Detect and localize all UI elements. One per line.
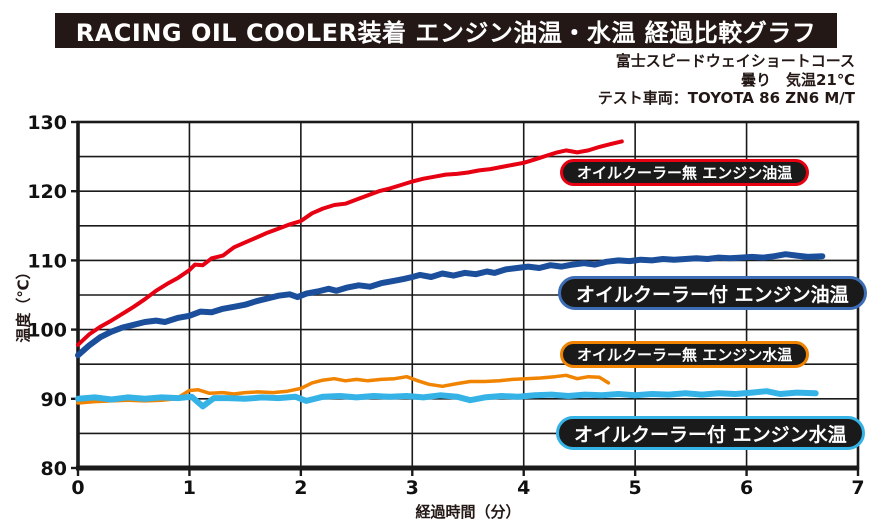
- series-line-no-cooler-oil-temp: [76, 139, 624, 347]
- x-tick-label: 4: [517, 477, 530, 499]
- page-title: RACING OIL COOLER装着 エンジン油温・水温 経過比較グラフ: [55, 13, 837, 48]
- y-axis-title: 温度（℃）: [14, 264, 33, 343]
- callout-no-cooler-water-temp-label: オイルクーラー無 エンジン水温: [577, 346, 793, 364]
- callout-no-cooler-oil-temp: オイルクーラー無 エンジン油温: [560, 159, 810, 186]
- y-tick-label: 130: [27, 112, 67, 134]
- y-tick-label: 110: [27, 250, 67, 272]
- test-condition-weather: 曇り 気温21℃: [740, 70, 855, 89]
- callout-no-cooler-water-temp: オイルクーラー無 エンジン水温: [560, 341, 810, 368]
- y-tick-label: 80: [41, 458, 67, 480]
- x-tick-label: 0: [71, 477, 84, 499]
- x-tick-label: 2: [294, 477, 307, 499]
- x-tick-label: 6: [740, 477, 753, 499]
- y-tick-label: 100: [27, 320, 67, 342]
- callout-no-cooler-oil-temp-label: オイルクーラー無 エンジン油温: [577, 164, 793, 182]
- series-line-with-cooler-water-temp: [75, 388, 819, 410]
- callout-with-cooler-water-temp: オイルクーラー付 エンジン水温: [556, 416, 865, 450]
- callout-with-cooler-water-temp-label: オイルクーラー付 エンジン水温: [574, 423, 847, 446]
- test-conditions: 富士スピードウェイショートコース 曇り 気温21℃ テスト車両：TOYOTA 8…: [598, 52, 855, 108]
- x-tick-label: 5: [629, 477, 642, 499]
- x-tick-label: 3: [406, 477, 419, 499]
- callout-with-cooler-oil-temp: オイルクーラー付 エンジン油温: [558, 276, 867, 310]
- test-condition-location: 富士スピードウェイショートコース: [615, 52, 855, 70]
- callout-with-cooler-oil-temp-label: オイルクーラー付 エンジン油温: [576, 283, 849, 306]
- series-line-no-cooler-water-temp: [76, 373, 611, 405]
- y-tick-label: 120: [27, 181, 67, 203]
- test-condition-vehicle: テスト車両：TOYOTA 86 ZN6 M/T: [597, 89, 855, 107]
- series-line-with-cooler-oil-temp: [75, 251, 826, 359]
- x-tick-label: 7: [851, 477, 864, 499]
- x-axis-title: 経過時間（分）: [415, 503, 521, 521]
- page-title-text: RACING OIL COOLER装着 エンジン油温・水温 経過比較グラフ: [75, 19, 817, 47]
- x-tick-label: 1: [183, 477, 196, 499]
- y-tick-label: 90: [41, 389, 67, 411]
